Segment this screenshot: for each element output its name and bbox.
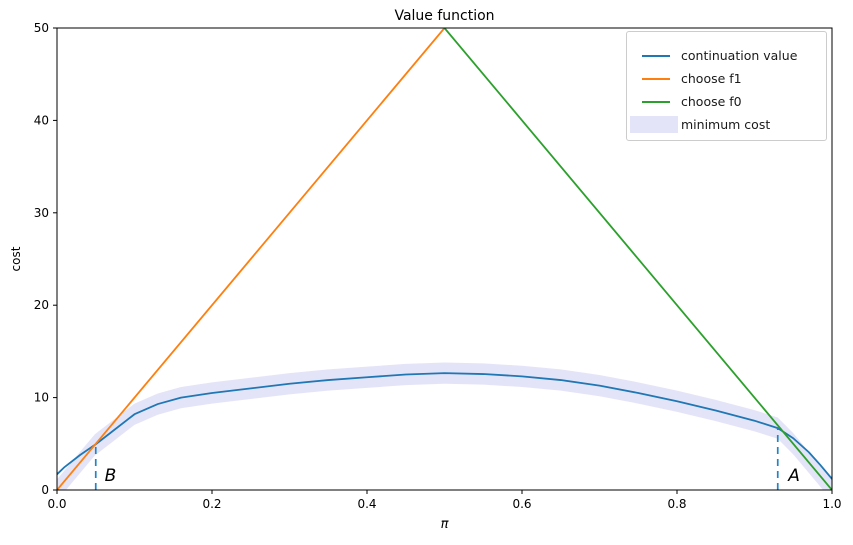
legend-item-3: minimum cost [627, 113, 826, 136]
y-tick-label: 10 [34, 391, 49, 405]
legend-item-0: continuation value [627, 44, 826, 67]
legend-line-swatch [642, 100, 670, 103]
x-tick-label: 0.4 [357, 497, 376, 511]
x-tick-label: 1.0 [822, 497, 841, 511]
x-tick-label: 0.8 [667, 497, 686, 511]
legend-swatch-zone [627, 54, 681, 57]
legend-label: choose f1 [681, 71, 742, 86]
legend-swatch-zone [627, 100, 681, 103]
threshold-label-A: A [787, 466, 800, 486]
legend-patch-swatch [630, 116, 678, 133]
y-tick-label: 0 [41, 483, 49, 497]
series-line-0 [57, 372, 832, 480]
legend-item-2: choose f0 [627, 90, 826, 113]
minimum-cost-band [57, 362, 832, 490]
legend: continuation value choose f1 choose f0 mini… [626, 31, 827, 141]
axes-frame [56, 27, 833, 491]
y-tick-label: 30 [34, 206, 49, 220]
chart-title: Value function [394, 8, 495, 24]
legend-swatch-zone [627, 116, 681, 133]
threshold-label-B: B [105, 466, 117, 486]
legend-label: continuation value [681, 48, 798, 63]
legend-item-1: choose f1 [627, 67, 826, 90]
x-tick-label: 0.0 [47, 497, 66, 511]
y-tick-label: 20 [34, 298, 49, 312]
series-line-2 [443, 28, 832, 490]
y-tick-label: 50 [34, 21, 49, 35]
legend-swatch-zone [627, 77, 681, 80]
x-tick-label: 0.2 [202, 497, 221, 511]
x-tick-label: 0.6 [512, 497, 531, 511]
series-line-1 [57, 28, 446, 490]
y-axis-label: cost [9, 246, 23, 272]
legend-line-swatch [642, 54, 670, 57]
y-tick-label: 40 [34, 113, 49, 127]
x-axis-label: π [440, 517, 449, 532]
legend-label: minimum cost [681, 117, 771, 132]
legend-line-swatch [642, 77, 670, 80]
legend-label: choose f0 [681, 94, 742, 109]
